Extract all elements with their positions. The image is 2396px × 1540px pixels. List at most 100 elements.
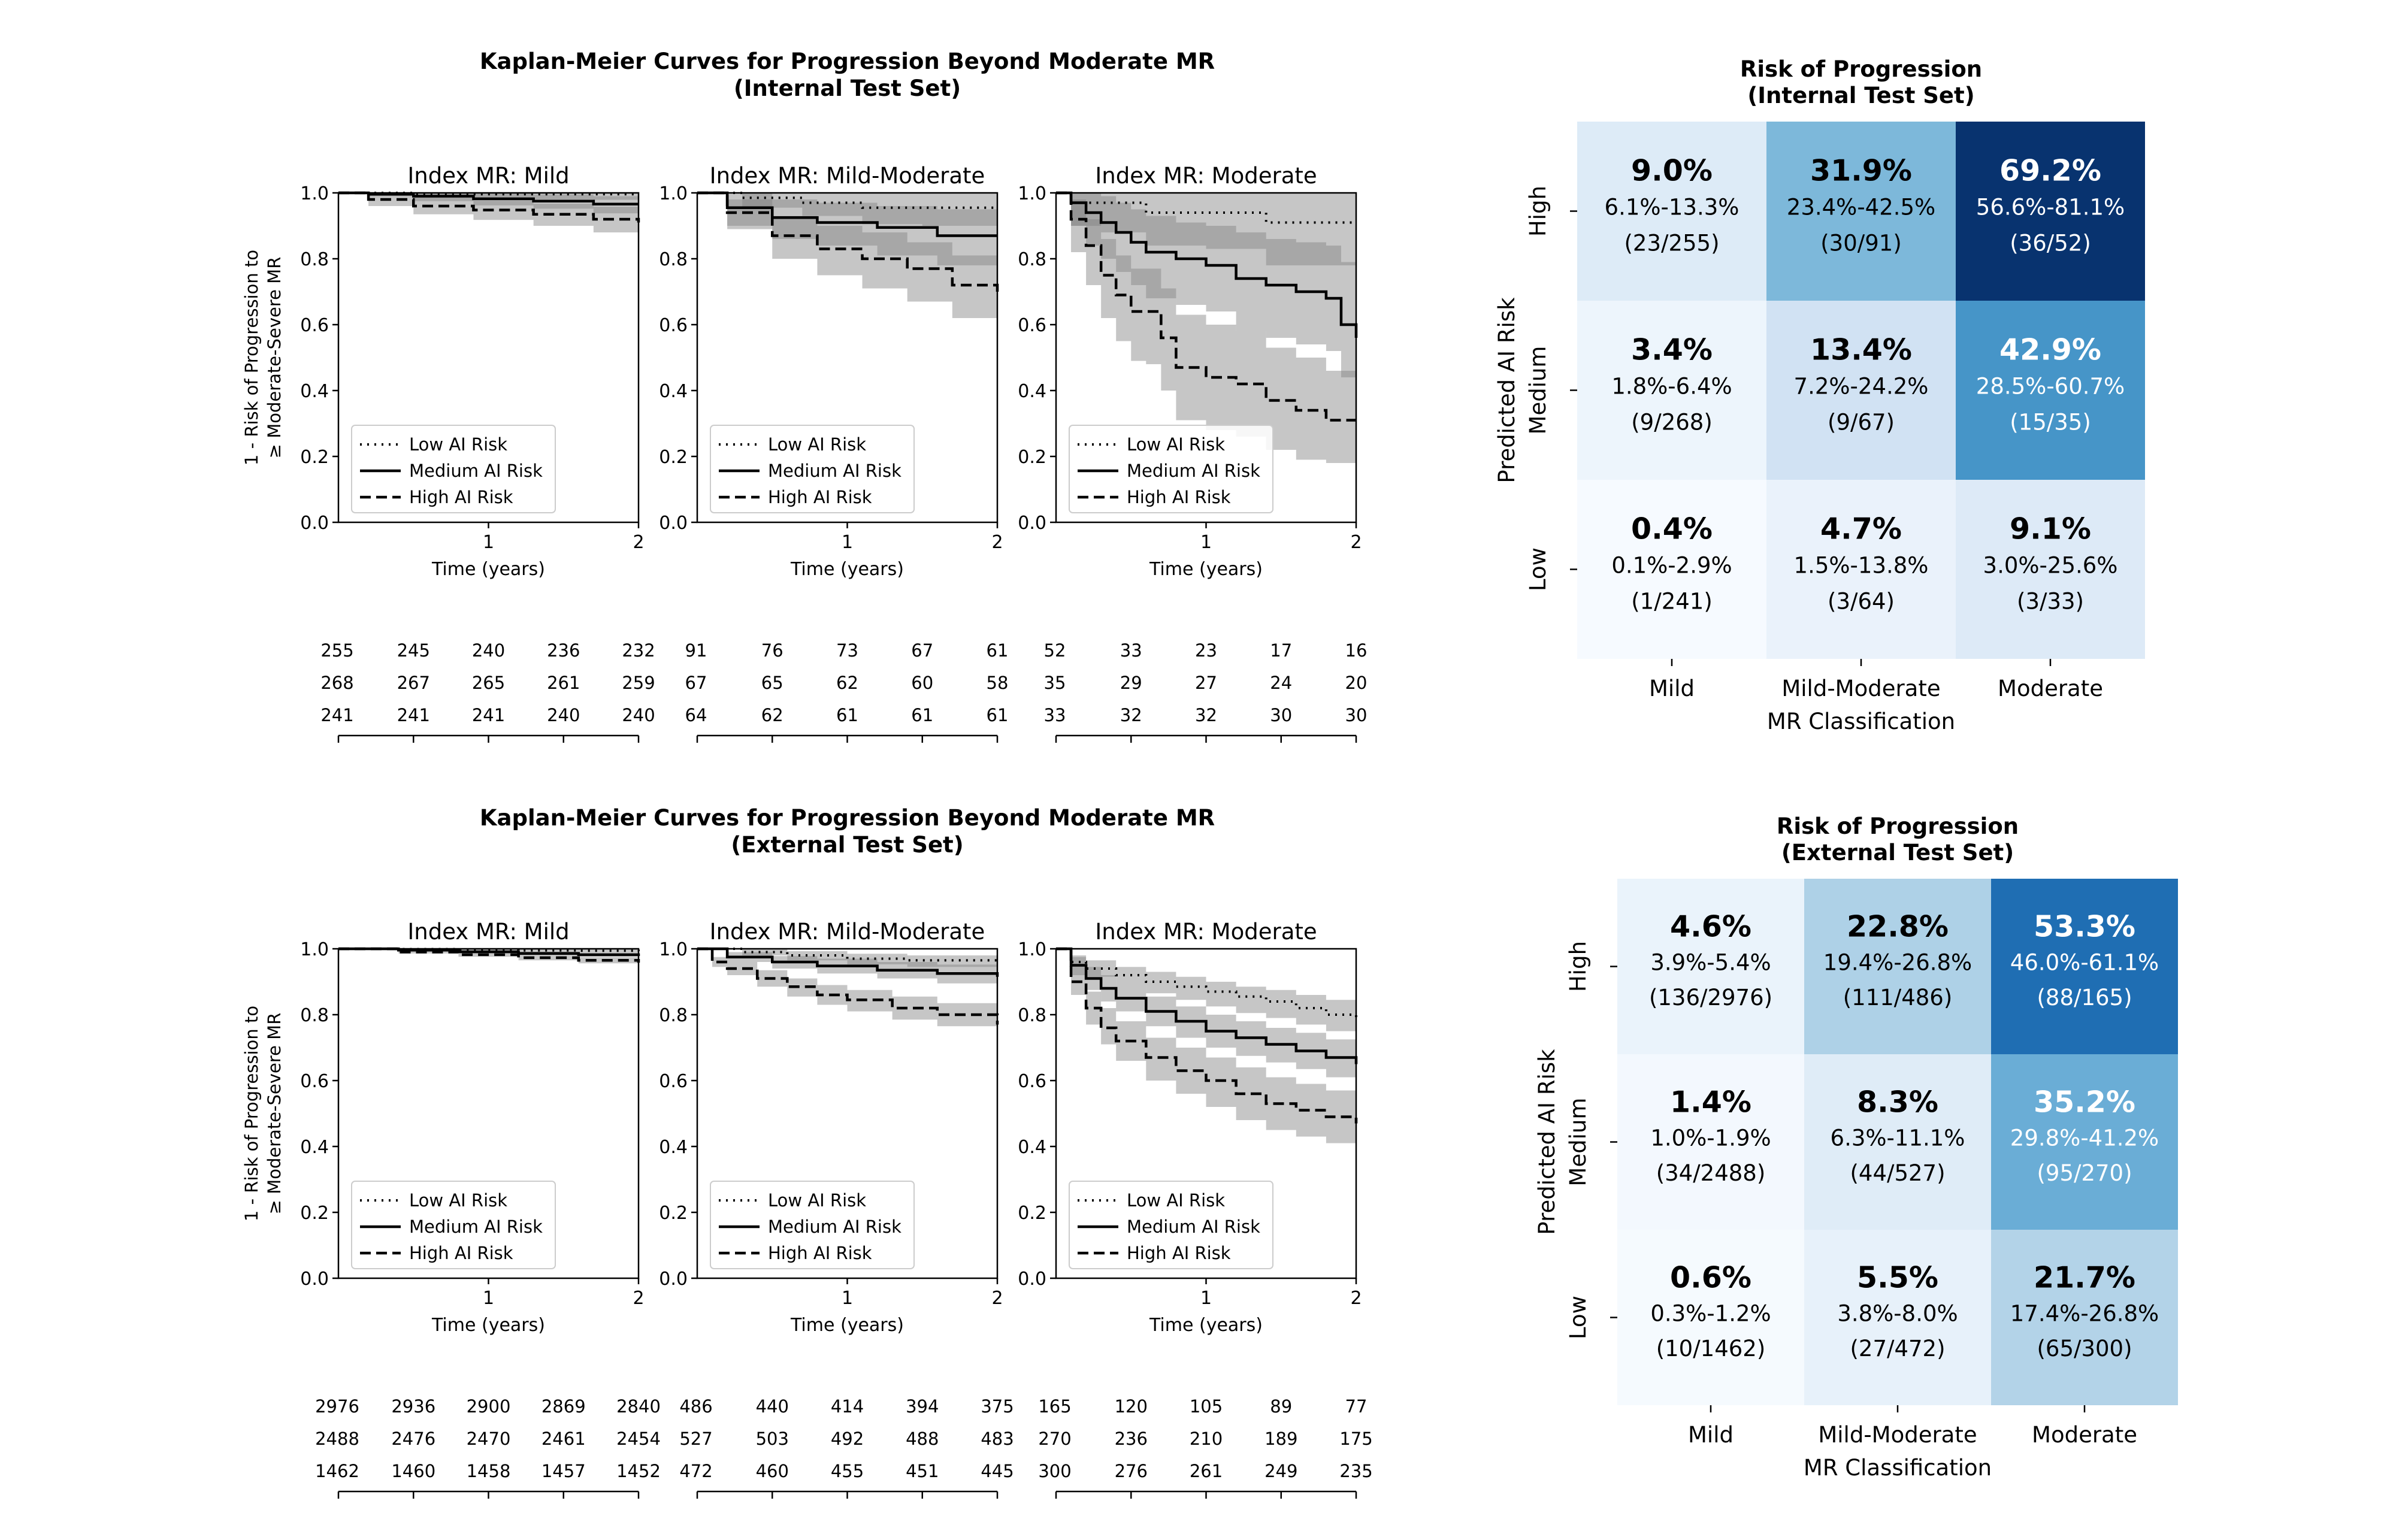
km-line — [338, 948, 640, 952]
heatmap-ytick-label: Low — [1525, 547, 1551, 591]
km-line — [1056, 947, 1358, 1064]
km-ci-band — [1056, 193, 1356, 463]
heatmap-cell-count: (1/241) — [1631, 588, 1713, 614]
km-ylabel-line2: ≥ Moderate-Severe MR — [264, 257, 285, 459]
km-at-risk-value: 445 — [981, 1461, 1014, 1481]
heatmap-cell-ci: 17.4%-26.8% — [2010, 1300, 2159, 1326]
heatmap-cell-ci: 3.9%-5.4% — [1650, 949, 1771, 975]
km-xlabel: Time (years) — [790, 1315, 904, 1336]
heatmap-cell — [1577, 122, 1766, 301]
km-ytick-label: 0.6 — [1018, 1071, 1046, 1092]
km-xtick-label: 1 — [842, 1288, 853, 1309]
heatmap-cell-percent: 13.4% — [1810, 333, 1912, 367]
heatmap-cell-count: (44/527) — [1850, 1160, 1945, 1186]
km-at-risk-value: 455 — [831, 1461, 864, 1481]
km-ytick-label: 0.4 — [659, 1137, 688, 1158]
km-at-risk-value: 64 — [685, 705, 707, 725]
heatmap-ylabel-group: Predicted AI Risk — [1534, 1049, 1560, 1235]
km-ytick-label: 1.0 — [1018, 183, 1046, 204]
km-ytick-label: 1.0 — [1018, 939, 1046, 960]
km-at-risk-value: 76 — [761, 640, 783, 661]
km-title: Kaplan-Meier Curves for Progression Beyo… — [480, 805, 1215, 831]
km-panel-title: Index MR: Mild-Moderate — [710, 163, 985, 189]
km-at-risk-value: 300 — [1038, 1461, 1071, 1481]
km-ytick-label: 0.4 — [659, 381, 688, 402]
km-at-risk-value: 120 — [1115, 1396, 1148, 1417]
km-xtick-label: 1 — [483, 1288, 494, 1309]
km-xtick-label: 2 — [1350, 1288, 1362, 1309]
heatmap-xtick-label: Mild-Moderate — [1818, 1422, 1977, 1448]
heatmap-ylabel: Predicted AI Risk — [1534, 1049, 1560, 1235]
heatmap-subtitle: (External Test Set) — [1781, 840, 2014, 866]
km-xtick-label: 1 — [842, 532, 853, 553]
km-legend-label: High AI Risk — [768, 1243, 872, 1263]
km-at-risk-value: 259 — [622, 673, 655, 693]
km-legend-box — [710, 425, 915, 513]
km-xlabel: Time (years) — [1149, 1315, 1263, 1336]
heatmap-cell — [1766, 480, 1956, 659]
km-at-risk-value: 2476 — [391, 1429, 435, 1449]
heatmap-cell — [1956, 301, 2145, 480]
km-legend-label: Low AI Risk — [768, 1190, 866, 1211]
heatmap-title: Risk of Progression — [1777, 813, 2019, 839]
heatmap-ytick-label: Medium — [1525, 346, 1551, 435]
heatmap-cell-percent: 22.8% — [1847, 910, 1949, 944]
km-at-risk-value: 2869 — [541, 1396, 586, 1417]
km-ytick-label: 0.4 — [1018, 1137, 1046, 1158]
heatmap-cell — [1617, 1230, 1804, 1405]
heatmap-ytick-group: Low — [1565, 1296, 1591, 1339]
km-ytick-label: 0.8 — [1018, 1005, 1046, 1026]
heatmap-cell-count: (3/33) — [2017, 588, 2084, 614]
km-at-risk-value: 527 — [679, 1429, 712, 1449]
km-at-risk-value: 503 — [756, 1429, 789, 1449]
heatmap-cell-count: (30/91) — [1820, 230, 1902, 256]
km-ytick-label: 0.2 — [1018, 447, 1046, 468]
heatmap-cell — [1991, 1230, 2178, 1405]
heatmap-cell-percent: 4.7% — [1820, 512, 1902, 546]
km-legend-label: High AI Risk — [768, 487, 872, 507]
heatmap-0: Risk of Progression(Internal Test Set) 9.… — [1494, 56, 2145, 734]
km-panel-title: Index MR: Mild-Moderate — [710, 919, 985, 945]
heatmap-cell — [1617, 1054, 1804, 1230]
km-at-risk-value: 67 — [685, 673, 707, 693]
km-legend-label: Medium AI Risk — [409, 461, 543, 481]
heatmap-cell-count: (88/165) — [2037, 985, 2132, 1010]
km-legend-label: Medium AI Risk — [409, 1217, 543, 1237]
km-at-risk-value: 2461 — [541, 1429, 586, 1449]
km-figure-1: Kaplan-Meier Curves for Progression Beyo… — [241, 805, 1373, 1499]
km-ytick-label: 0.8 — [1018, 249, 1046, 270]
heatmap-cell-count: (111/486) — [1843, 985, 1953, 1010]
km-at-risk-value: 232 — [622, 640, 655, 661]
km-ytick-label: 1.0 — [300, 183, 329, 204]
km-ylabel-line2: ≥ Moderate-Severe MR — [264, 1013, 285, 1215]
km-at-risk-value: 24 — [1270, 673, 1292, 693]
km-at-risk-value: 394 — [906, 1396, 939, 1417]
heatmap-cell-ci: 46.0%-61.1% — [2010, 949, 2159, 975]
heatmap-ytick-group: Medium — [1525, 346, 1551, 435]
km-legend-box — [1069, 1181, 1273, 1269]
km-ci-band — [697, 949, 997, 970]
km-xtick-label: 1 — [483, 532, 494, 553]
heatmap-title: Risk of Progression — [1740, 56, 1982, 82]
heatmap-cell-ci: 28.5%-60.7% — [1976, 373, 2125, 399]
heatmap-cell — [1577, 480, 1766, 659]
heatmap-cell-ci: 3.0%-25.6% — [1983, 552, 2118, 578]
heatmap-cell-percent: 9.0% — [1631, 154, 1713, 188]
km-legend-label: Medium AI Risk — [1127, 461, 1260, 481]
km-panel: Index MR: Mild 0.0 0.2 0.4 0.6 0.8 1.0 1 2 Time (… — [300, 163, 655, 743]
km-xtick-label: 2 — [1350, 532, 1362, 553]
km-at-risk-value: 210 — [1190, 1429, 1223, 1449]
km-panel: Index MR: Moderate 0.0 0.2 0.4 0.6 0.8 1.0 1 2 Ti… — [1018, 163, 1367, 743]
heatmap-xtick-label: Mild — [1649, 676, 1695, 701]
heatmap-ytick-label: High — [1525, 186, 1551, 237]
km-at-risk-value: 61 — [987, 705, 1009, 725]
km-line — [338, 191, 639, 205]
km-at-risk-value: 486 — [679, 1396, 712, 1417]
km-ytick-label: 0.6 — [300, 1071, 329, 1092]
km-xtick-label: 2 — [633, 1288, 644, 1309]
heatmap-cell-ci: 6.1%-13.3% — [1605, 194, 1739, 220]
heatmap-cell-percent: 21.7% — [2034, 1261, 2135, 1295]
heatmap-ytick-group: Low — [1525, 547, 1551, 591]
heatmap-cell-count: (36/52) — [2010, 230, 2091, 256]
